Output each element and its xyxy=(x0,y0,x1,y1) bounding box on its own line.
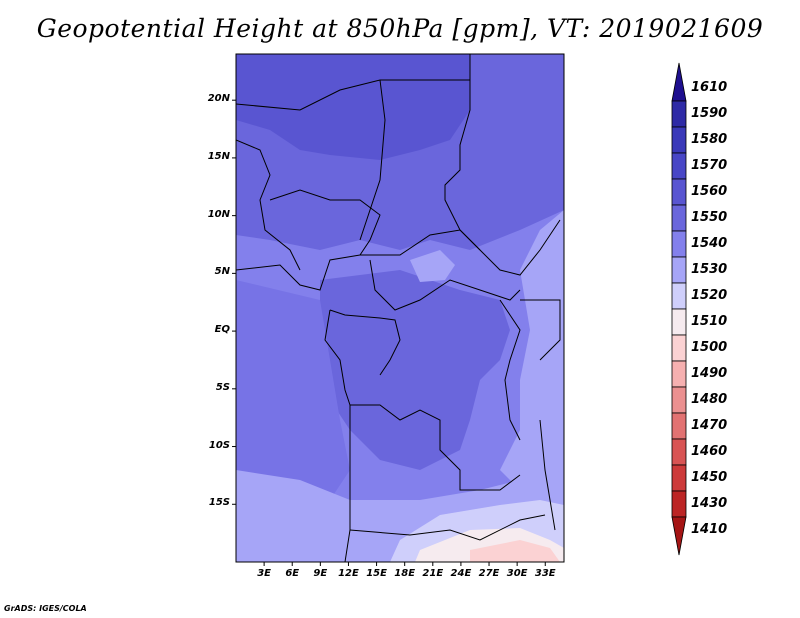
colorbar xyxy=(671,62,687,556)
colorbar-swatch xyxy=(671,204,687,232)
lon-tick-label: 6E xyxy=(285,568,300,579)
lon-tick-label: 33E xyxy=(534,568,556,579)
colorbar-label: 1610 xyxy=(691,80,728,95)
colorbar-label: 1540 xyxy=(691,236,728,251)
lon-tick-label: 21E xyxy=(422,568,444,579)
lat-tick-label: 10N xyxy=(207,208,230,220)
colorbar-swatch xyxy=(671,490,687,518)
field-1550-central xyxy=(320,270,510,470)
field-west xyxy=(236,280,350,505)
lat-tick-marks xyxy=(232,99,236,505)
colorbar-swatch xyxy=(671,516,687,556)
map-frame xyxy=(235,53,565,563)
lon-tick-label: 18E xyxy=(394,568,416,579)
field-1500-south xyxy=(470,540,560,562)
colorbar-swatch xyxy=(671,152,687,180)
colorbar-label: 1550 xyxy=(691,210,728,225)
colorbar-swatch xyxy=(671,256,687,284)
colorbar-swatch xyxy=(671,438,687,466)
lon-tick-label: 15E xyxy=(366,568,387,579)
colorbar-swatch xyxy=(671,412,687,440)
colorbar-swatch xyxy=(671,360,687,388)
lat-tick-label: 5S xyxy=(215,381,230,393)
colorbar-label: 1520 xyxy=(691,288,728,303)
colorbar-swatch xyxy=(671,308,687,336)
map-title: Geopotential Height at 850hPa [gpm], VT:… xyxy=(36,14,764,43)
colorbar-label: 1530 xyxy=(691,262,728,277)
colorbar-label: 1470 xyxy=(691,418,728,433)
colorbar-label: 1590 xyxy=(691,106,728,121)
lon-tick-label: 3E xyxy=(257,568,271,579)
colorbar-label: 1430 xyxy=(691,496,728,511)
lat-tick-label: 20N xyxy=(207,93,230,105)
colorbar-swatch xyxy=(671,230,687,258)
colorbar-label: 1510 xyxy=(691,314,728,329)
colorbar-swatch xyxy=(671,100,687,128)
field-1530-east xyxy=(500,210,564,520)
lon-tick-marks xyxy=(263,562,546,566)
credit-text: GrADS: IGES/COLA xyxy=(4,604,87,613)
colorbar-swatch xyxy=(671,386,687,414)
lat-tick-label: 15N xyxy=(207,150,230,162)
colorbar-label: 1460 xyxy=(691,444,728,459)
colorbar-swatch xyxy=(671,334,687,362)
lon-tick-label: 24E xyxy=(450,568,472,579)
lat-tick-label: 15S xyxy=(208,497,230,509)
field-1530-patch xyxy=(410,250,455,282)
lat-tick-label: 10S xyxy=(208,439,230,451)
lon-tick-label: 30E xyxy=(506,568,528,579)
colorbar-label: 1580 xyxy=(691,132,728,147)
colorbar-swatch xyxy=(671,178,687,206)
lon-tick-label: 9E xyxy=(313,568,328,579)
lon-tick-label: 27E xyxy=(478,568,500,579)
colorbar-swatch xyxy=(671,282,687,310)
colorbar-label: 1490 xyxy=(691,366,728,381)
lon-tick-label: 12E xyxy=(338,568,359,579)
country-borders xyxy=(236,54,561,562)
colorbar-label: 1450 xyxy=(691,470,728,485)
colorbar-label: 1500 xyxy=(691,340,728,355)
colorbar-swatch xyxy=(671,464,687,492)
colorbar-swatch xyxy=(671,126,687,154)
lat-tick-label: EQ xyxy=(214,324,230,336)
colorbar-label: 1560 xyxy=(691,184,728,199)
colorbar-label: 1410 xyxy=(691,522,728,537)
colorbar-label: 1480 xyxy=(691,392,728,407)
colorbar-label: 1570 xyxy=(691,158,728,173)
lat-tick-label: 5N xyxy=(214,266,230,278)
colorbar-swatch xyxy=(671,62,687,102)
